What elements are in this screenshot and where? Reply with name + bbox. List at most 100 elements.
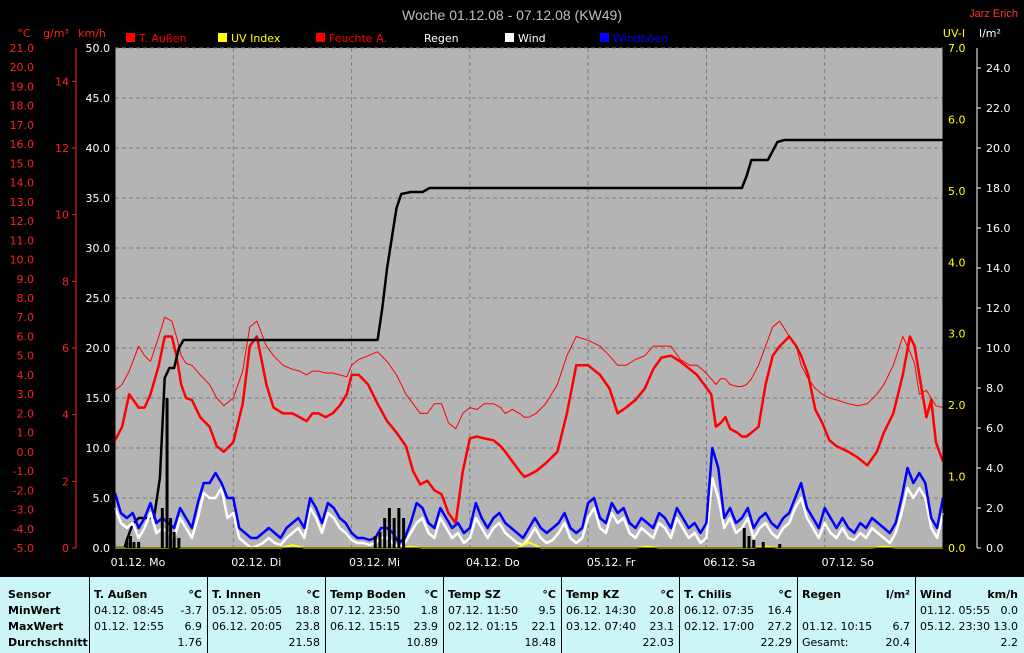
temp-tick-label: 3.0 <box>17 388 35 401</box>
temp-tick-label: 11.0 <box>10 234 35 247</box>
wind-tick-label: 15.0 <box>86 392 111 405</box>
legend-label: Windböen <box>613 32 668 45</box>
rain-axis-label: l/m² <box>979 27 1001 40</box>
humidity-tick-label: 14 <box>55 75 69 88</box>
temp-tick-label: 8.0 <box>17 292 35 305</box>
column-separator <box>915 577 916 653</box>
uv-tick-label: 7.0 <box>948 42 966 55</box>
series-line-regen <box>115 138 943 550</box>
sensor-name: T. Chilis <box>684 588 732 601</box>
min-time: 07.12. 11:50 <box>448 604 519 617</box>
rain-bar <box>383 518 387 548</box>
rain-bar <box>742 528 746 548</box>
stats-column: Temp KZ °C 06.12. 14:30 20.8 03.12. 07:40 23.… <box>566 577 674 653</box>
rain-bar <box>177 538 181 548</box>
rain-tick-label: 14.0 <box>986 262 1011 275</box>
temp-tick-label: 4.0 <box>17 369 35 382</box>
min-time: 05.12. 05:05 <box>212 604 283 617</box>
min-time: 01.12. 05:55 <box>920 604 991 617</box>
min-value: 9.5 <box>538 604 557 617</box>
rain-bar <box>392 518 396 548</box>
min-value: 0.0 <box>1000 604 1019 617</box>
avg-value: 2.2 <box>1000 636 1019 649</box>
legend-label: Feuchte A. <box>329 32 387 45</box>
wind-tick-label: 25.0 <box>86 292 111 305</box>
temp-tick-label: 18.0 <box>10 100 35 113</box>
temp-tick-label: 10.0 <box>10 254 35 267</box>
uv-tick-label: 3.0 <box>948 328 966 341</box>
series-line-t-au-en <box>113 335 945 525</box>
temp-tick-label: 15.0 <box>10 157 35 170</box>
rain-tick-label: 4.0 <box>986 462 1004 475</box>
x-tick-label: 01.12. Mo <box>111 556 166 569</box>
weather-chart: Woche 01.12.08 - 07.12.08 (KW49) Jarz Eri… <box>10 7 1019 569</box>
sensor-unit: l/m² <box>885 588 910 601</box>
rain-bar <box>752 540 756 548</box>
sensor-unit: °C <box>306 588 320 601</box>
stats-column: T. Chilis °C 06.12. 07:35 16.4 02.12. 17:00 2… <box>684 577 792 653</box>
wind-tick-label: 30.0 <box>86 242 111 255</box>
rain-bar <box>160 508 164 548</box>
row-label: MinWert <box>8 604 61 617</box>
temp-tick-label: 20.0 <box>10 61 35 74</box>
humidity-tick-label: 4 <box>62 409 69 422</box>
max-time: 02.12. 17:00 <box>684 620 755 633</box>
uv-tick-label: 4.0 <box>948 256 966 269</box>
temp-tick-label: 17.0 <box>10 119 35 132</box>
column-separator <box>679 577 680 653</box>
stats-column: Temp Boden °C 07.12. 23:50 1.8 06.12. 15:15 2… <box>330 577 438 653</box>
temp-tick-label: 13.0 <box>10 196 35 209</box>
humidity-tick-label: 0 <box>62 542 69 555</box>
min-value: -3.7 <box>180 604 202 617</box>
max-value: 6.9 <box>184 620 203 633</box>
row-label: MaxWert <box>8 620 64 633</box>
min-time: 04.12. 08:45 <box>94 604 165 617</box>
sensor-unit: °C <box>424 588 438 601</box>
wind-tick-label: 20.0 <box>86 342 111 355</box>
sensor-unit: °C <box>660 588 674 601</box>
uv-axis-label: UV-I <box>943 27 965 40</box>
rain-bar <box>172 532 176 548</box>
column-separator <box>325 577 326 653</box>
temp-tick-label: -3.0 <box>13 504 34 517</box>
temp-tick-label: 6.0 <box>17 330 35 343</box>
max-time: 06.12. 15:15 <box>330 620 401 633</box>
stats-column: Wind km/h 01.12. 05:55 0.0 05.12. 23:30 13.0 2… <box>920 577 1018 653</box>
max-time: 03.12. 07:40 <box>566 620 637 633</box>
stats-column: Temp SZ °C 07.12. 11:50 9.5 02.12. 01:15 22.1… <box>448 577 556 653</box>
row-label: Durchschnitt <box>8 636 88 649</box>
rain-bar <box>761 542 765 548</box>
max-time: 05.12. 23:30 <box>920 620 991 633</box>
min-value: 18.8 <box>295 604 321 617</box>
avg-label: Gesamt: <box>802 636 849 649</box>
x-tick-label: 02.12. Di <box>231 556 281 569</box>
sensor-unit: °C <box>188 588 202 601</box>
column-separator <box>561 577 562 653</box>
temp-tick-label: -1.0 <box>13 465 34 478</box>
uv-tick-label: 2.0 <box>948 399 966 412</box>
temp-tick-label: 2.0 <box>17 407 35 420</box>
uv-tick-label: 1.0 <box>948 471 966 484</box>
sensor-name: Regen <box>802 588 842 601</box>
max-value: 23.9 <box>413 620 439 633</box>
sensor-name: Temp KZ <box>566 588 620 601</box>
legend-swatch <box>316 33 325 42</box>
rain-tick-label: 2.0 <box>986 502 1004 515</box>
legend-swatch <box>410 32 421 43</box>
uv-tick-label: 6.0 <box>948 113 966 126</box>
sensor-unit: °C <box>778 588 792 601</box>
rain-tick-label: 6.0 <box>986 422 1004 435</box>
x-tick-label: 03.12. Mi <box>349 556 400 569</box>
max-time: 02.12. 01:15 <box>448 620 519 633</box>
x-tick-label: 06.12. Sa <box>703 556 755 569</box>
humidity-tick-label: 6 <box>62 342 69 355</box>
stats-column: T. Innen °C 05.12. 05:05 18.8 06.12. 20:05 23… <box>212 577 320 653</box>
sensor-name: Temp Boden <box>330 588 406 601</box>
min-value: 16.4 <box>767 604 793 617</box>
temp-tick-label: 0.0 <box>17 446 35 459</box>
min-time: 07.12. 23:50 <box>330 604 401 617</box>
wind-tick-label: 10.0 <box>86 442 111 455</box>
chart-svg: Woche 01.12.08 - 07.12.08 (KW49) Jarz Eri… <box>10 7 1019 569</box>
max-time: 06.12. 20:05 <box>212 620 283 633</box>
rain-bar <box>397 508 401 548</box>
